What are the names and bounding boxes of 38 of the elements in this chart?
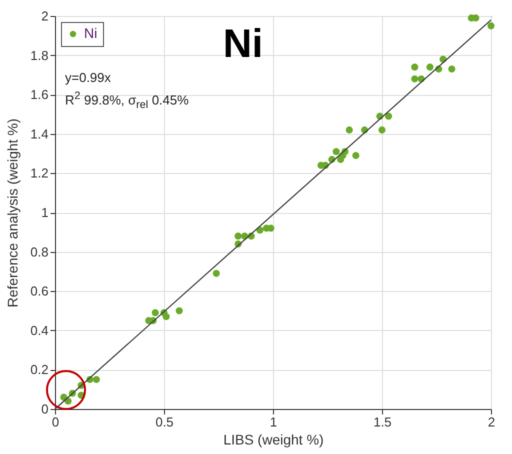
- y-tick-label: 1.2: [30, 166, 48, 181]
- x-axis-title: LIBS (weight %): [223, 432, 324, 448]
- x-tick-label: 1.5: [373, 414, 392, 430]
- x-tick-label: 0.5: [155, 414, 174, 430]
- x-tick-label: 0: [52, 414, 60, 430]
- y-tick-label: 1.8: [30, 48, 48, 63]
- point: [176, 307, 183, 314]
- x-tick-label: 1: [270, 414, 278, 430]
- point: [346, 126, 353, 134]
- point: [352, 152, 360, 160]
- point: [92, 376, 100, 384]
- point: [332, 148, 340, 156]
- annotation: y=0.99x: [65, 70, 111, 85]
- point: [212, 270, 220, 277]
- point: [385, 112, 392, 120]
- y-tick-label: 0.6: [30, 284, 48, 299]
- y-tick-label: 0: [41, 402, 48, 416]
- y-tick-label: 1: [41, 205, 48, 220]
- point: [426, 64, 434, 71]
- point: [234, 232, 242, 240]
- point: [378, 126, 386, 134]
- y-tick-label: 1.4: [30, 126, 48, 142]
- annotation: R$^{2}$ 99.8%, σ$_{rel}$ 0.45%: [65, 90, 189, 111]
- point: [162, 313, 170, 320]
- y-axis-title: Reference analysis (weight %): [4, 118, 20, 308]
- y-tick-label: 2: [41, 8, 48, 24]
- chart-title: Ni: [223, 22, 263, 67]
- y-tick-label: 0.4: [30, 322, 48, 338]
- point: [411, 64, 418, 71]
- legend-label: Ni: [84, 25, 98, 41]
- y-tick-label: 0.2: [30, 362, 48, 378]
- point: [487, 22, 495, 30]
- point: [411, 75, 418, 82]
- y-tick-label: 0.8: [30, 244, 48, 260]
- point: [448, 66, 456, 73]
- point: [152, 309, 159, 316]
- x-tick-label: 2: [488, 414, 496, 430]
- y-tick-label: 1.6: [30, 87, 48, 102]
